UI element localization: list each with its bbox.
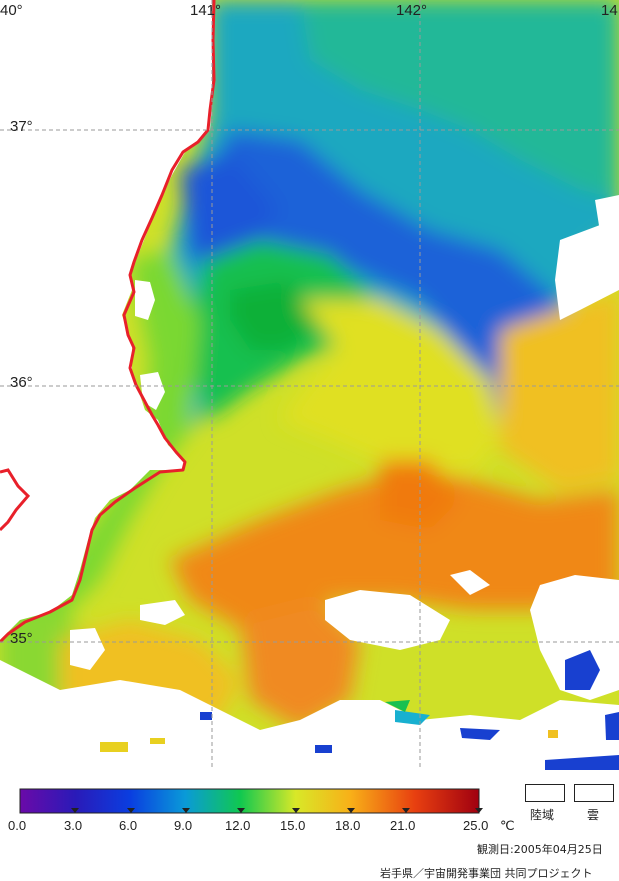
land-area bbox=[0, 0, 212, 640]
colorbar-tick-label: 9.0 bbox=[174, 818, 193, 833]
graticule bbox=[0, 0, 619, 770]
latitude-label: 36° bbox=[10, 374, 33, 391]
longitude-label: 141° bbox=[190, 2, 222, 19]
colorbar-tick-label: 25.0 bbox=[463, 818, 489, 833]
colorbar-tick-label: 3.0 bbox=[64, 818, 83, 833]
cloud-legend-label: 雲 bbox=[587, 808, 600, 822]
island bbox=[140, 372, 165, 410]
longitude-label: 14 bbox=[601, 2, 618, 19]
island bbox=[135, 280, 155, 320]
cloud-legend-swatch bbox=[574, 784, 614, 802]
land-area-small bbox=[0, 468, 28, 530]
land-legend-label: 陸域 bbox=[530, 808, 555, 822]
colorbar-tick-label: 21.0 bbox=[390, 818, 416, 833]
latitude-label: 35° bbox=[10, 630, 33, 647]
colorbar-tick-label: 18.0 bbox=[335, 818, 361, 833]
latitude-label: 37° bbox=[10, 118, 33, 135]
temperature-colorbar bbox=[19, 788, 480, 814]
coastline-island bbox=[0, 468, 31, 532]
colorbar-tick-marks bbox=[71, 808, 483, 813]
temperature-field bbox=[0, 0, 619, 770]
longitude-label: 142° bbox=[396, 2, 428, 19]
colorbar-unit: ℃ bbox=[500, 818, 515, 833]
longitude-label: 40° bbox=[0, 2, 23, 19]
land-legend-swatch bbox=[525, 784, 565, 802]
credit-text: 岩手県／宇宙開発事業団 共同プロジェクト bbox=[380, 867, 593, 880]
coastline bbox=[0, 0, 216, 644]
colorbar-tick-label: 0.0 bbox=[8, 818, 27, 833]
colorbar-tick-label: 6.0 bbox=[119, 818, 138, 833]
colorbar-tick-label: 15.0 bbox=[280, 818, 306, 833]
colorbar-tick-label: 12.0 bbox=[225, 818, 251, 833]
observation-date: 観測日:2005年04月25日 bbox=[477, 843, 603, 856]
